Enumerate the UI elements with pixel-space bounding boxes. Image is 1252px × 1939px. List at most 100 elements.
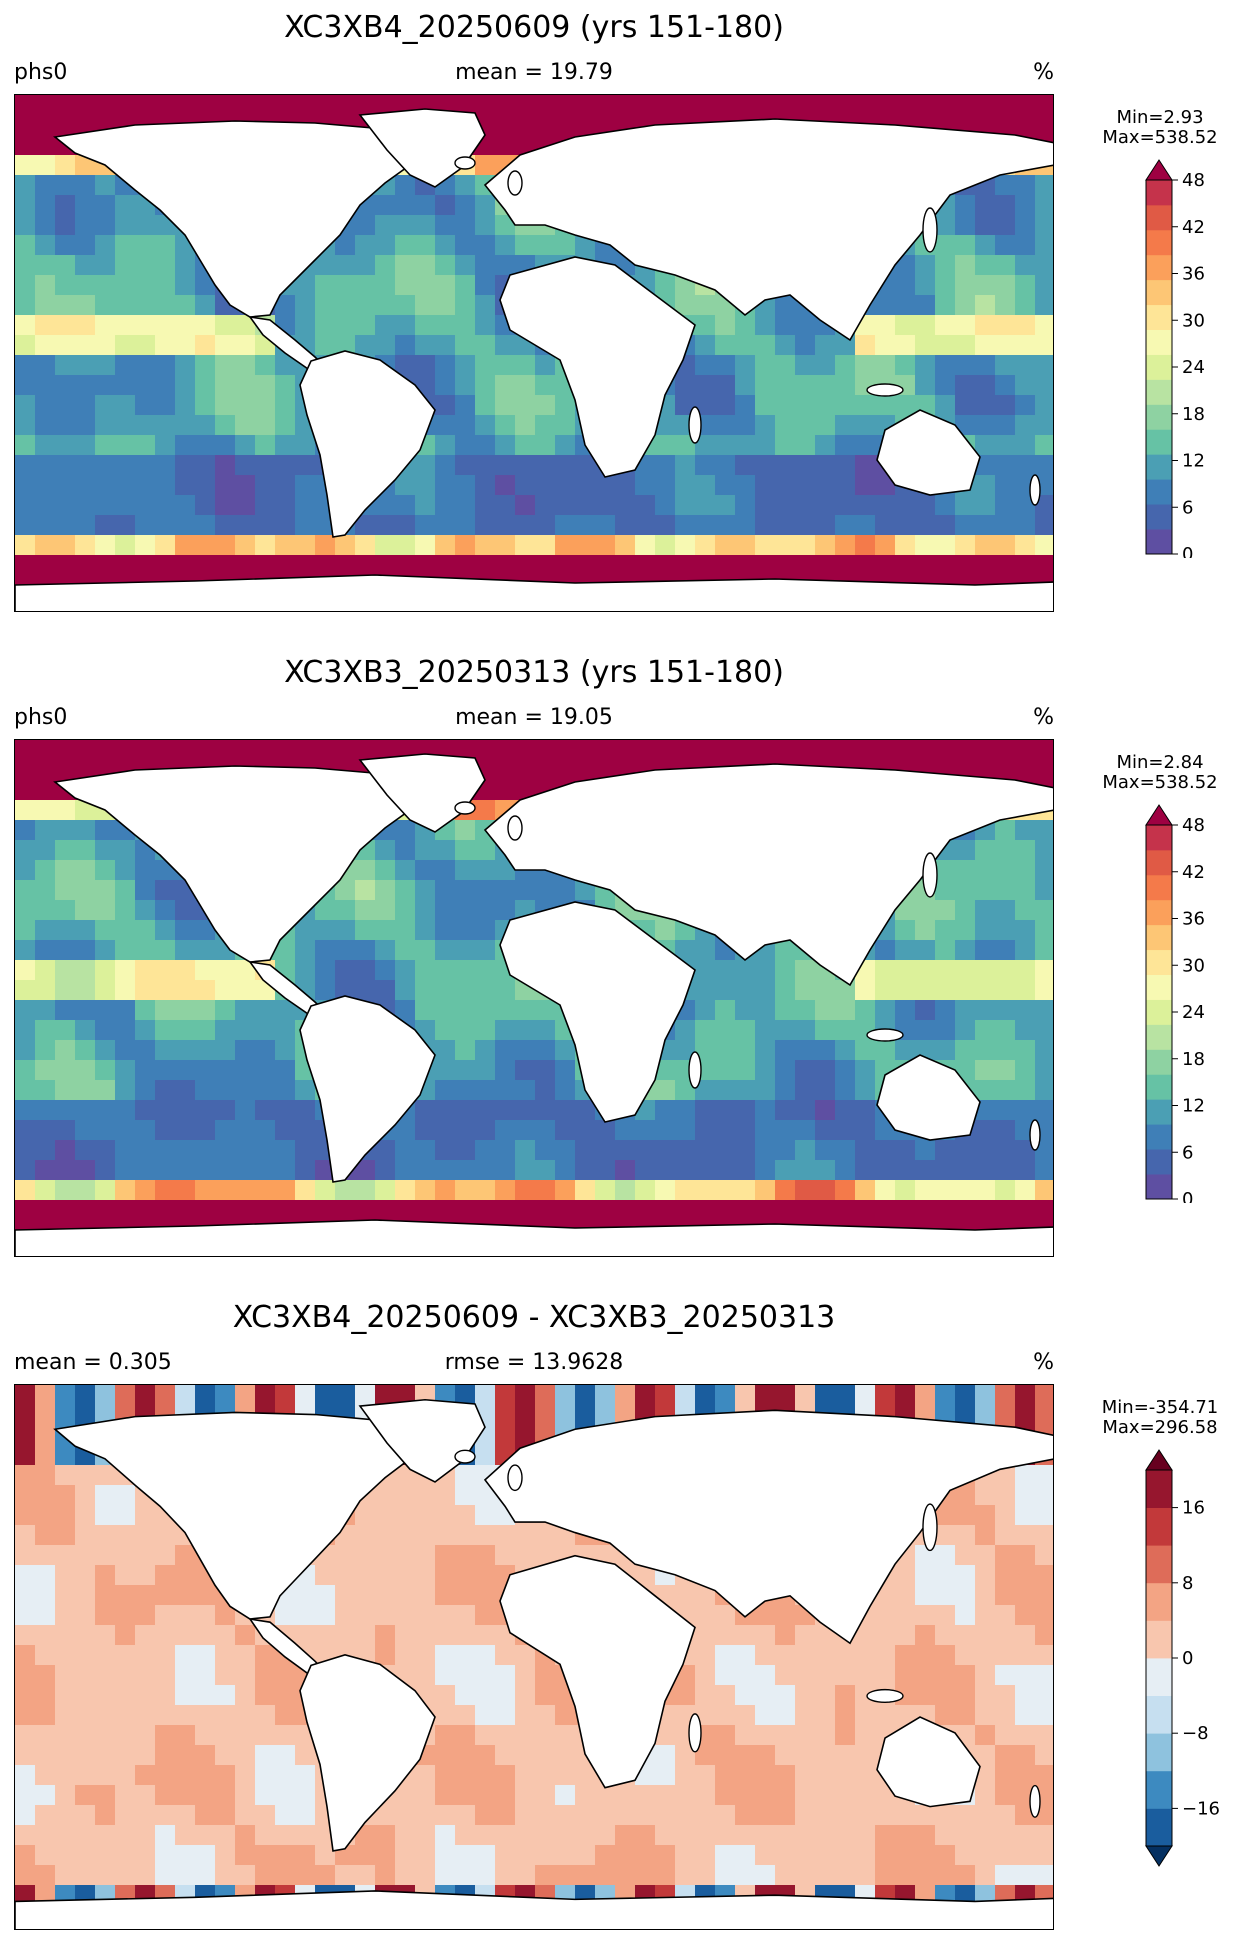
colorbar-tick-label: 6 [1182, 497, 1193, 518]
colorbar: 0 6 12 18 24 30 36 42 48 [1145, 159, 1205, 558]
colorbar-band [1146, 874, 1172, 901]
colorbar-band [1146, 1695, 1172, 1734]
colorbar-tick-label: 48 [1182, 815, 1205, 836]
colorbar-tick-label: 24 [1182, 357, 1205, 378]
colorbar-band [1146, 949, 1172, 975]
colorbar-band [1146, 1733, 1172, 1772]
colorbar-tick-label: 36 [1182, 264, 1205, 285]
japan [923, 208, 937, 252]
colorbar-band [1146, 204, 1172, 231]
colorbar-tick-label: 24 [1182, 1002, 1205, 1023]
colorbar-tick-label: 12 [1182, 1096, 1205, 1117]
colorbar-band [1146, 1099, 1172, 1125]
eurasia [485, 1410, 1053, 1643]
coastlines [15, 109, 1053, 611]
coastlines [15, 1400, 1053, 1929]
colorbar-tick-label: 42 [1182, 862, 1205, 883]
africa [500, 257, 695, 477]
colorbar-band [1146, 429, 1172, 455]
iceland [455, 1450, 475, 1463]
australia [877, 1717, 980, 1807]
world-map [14, 1384, 1054, 1930]
colorbar-band [1146, 1808, 1172, 1847]
colorbar-band [1146, 529, 1172, 555]
units-label: % [1033, 705, 1054, 730]
britain [508, 1465, 522, 1490]
japan [923, 1504, 937, 1550]
colorbar-band [1146, 849, 1172, 876]
min-label: Min=2.84 [1116, 752, 1204, 773]
madagascar [689, 1052, 701, 1088]
mean-label: mean = 0.305 [14, 1350, 172, 1375]
colorbar-band [1146, 329, 1172, 355]
world-map [14, 94, 1054, 612]
colorbar-extend-max [1145, 159, 1173, 181]
variable-label: phs0 [14, 60, 68, 85]
panel-title: XC3XB4_20250609 - XC3XB3_20250313 [232, 1300, 836, 1335]
colorbar-band [1146, 825, 1172, 851]
iceland [455, 802, 475, 814]
eurasia [485, 119, 1053, 340]
colorbar-tick-label: −16 [1182, 1798, 1220, 1819]
colorbar-band [1146, 229, 1172, 256]
antarctica [15, 1220, 1053, 1256]
colorbar-band [1146, 354, 1172, 380]
colorbar-tick-label: 36 [1182, 909, 1205, 930]
antarctica [15, 1891, 1053, 1929]
colorbar-tick-label: 18 [1182, 404, 1205, 425]
mean-label: mean = 19.05 [455, 705, 613, 730]
colorbar-band [1146, 974, 1172, 1000]
colorbar-tick-label: 0 [1182, 544, 1193, 558]
africa [500, 902, 695, 1122]
max-label: Max=538.52 [1102, 772, 1218, 793]
map-svg [15, 740, 1053, 1256]
colorbar-tick-label: 16 [1182, 1498, 1205, 1519]
madagascar [689, 1714, 701, 1752]
colorbar-band [1146, 1582, 1172, 1621]
mean-label: mean = 19.79 [455, 60, 613, 85]
units-label: % [1033, 60, 1054, 85]
colorbar-band [1146, 899, 1172, 926]
britain [508, 171, 522, 195]
colorbar-band [1146, 999, 1172, 1025]
colorbar-band [1146, 1545, 1172, 1584]
max-label: Max=538.52 [1102, 127, 1218, 148]
colorbar-tick-label: 0 [1182, 1189, 1193, 1203]
variable-label: phs0 [14, 705, 68, 730]
panel-3: XC3XB4_20250609 - XC3XB3_20250313 mean =… [0, 1290, 1252, 1939]
colorbar-tick-label: 30 [1182, 955, 1205, 976]
colorbar-band [1146, 304, 1172, 330]
panel-title: XC3XB3_20250313 (yrs 151-180) [284, 655, 784, 690]
colorbar-band [1146, 1507, 1172, 1546]
colorbar-tick-label: 6 [1182, 1142, 1193, 1163]
new-zealand [1030, 1786, 1040, 1818]
indonesia [867, 1690, 903, 1703]
coastlines [15, 754, 1053, 1256]
colorbar-band [1146, 180, 1172, 206]
colorbar-band [1146, 1024, 1172, 1050]
new-zealand [1030, 1120, 1040, 1150]
britain [508, 816, 522, 840]
colorbar-band [1146, 379, 1172, 405]
indonesia [867, 1029, 903, 1041]
colorbar-tick-label: 18 [1182, 1049, 1205, 1070]
map-svg [15, 1385, 1053, 1929]
australia [877, 410, 980, 495]
colorbar-extend-max [1145, 1449, 1173, 1471]
colorbar-band [1146, 1770, 1172, 1809]
colorbar-band [1146, 404, 1172, 430]
madagascar [689, 407, 701, 443]
colorbar: −16 −8 0 8 16 [1145, 1449, 1220, 1867]
antarctica [15, 575, 1053, 611]
eurasia [485, 764, 1053, 985]
map-svg [15, 95, 1053, 611]
south-america [300, 351, 435, 537]
colorbar-band [1146, 479, 1172, 505]
colorbar-tick-label: 12 [1182, 451, 1205, 472]
colorbar-band [1146, 1174, 1172, 1200]
rmse-label: rmse = 13.9628 [444, 1350, 624, 1375]
colorbar-extend-max [1145, 804, 1173, 826]
colorbar-band [1146, 1658, 1172, 1696]
new-zealand [1030, 475, 1040, 505]
south-america [300, 1655, 435, 1851]
